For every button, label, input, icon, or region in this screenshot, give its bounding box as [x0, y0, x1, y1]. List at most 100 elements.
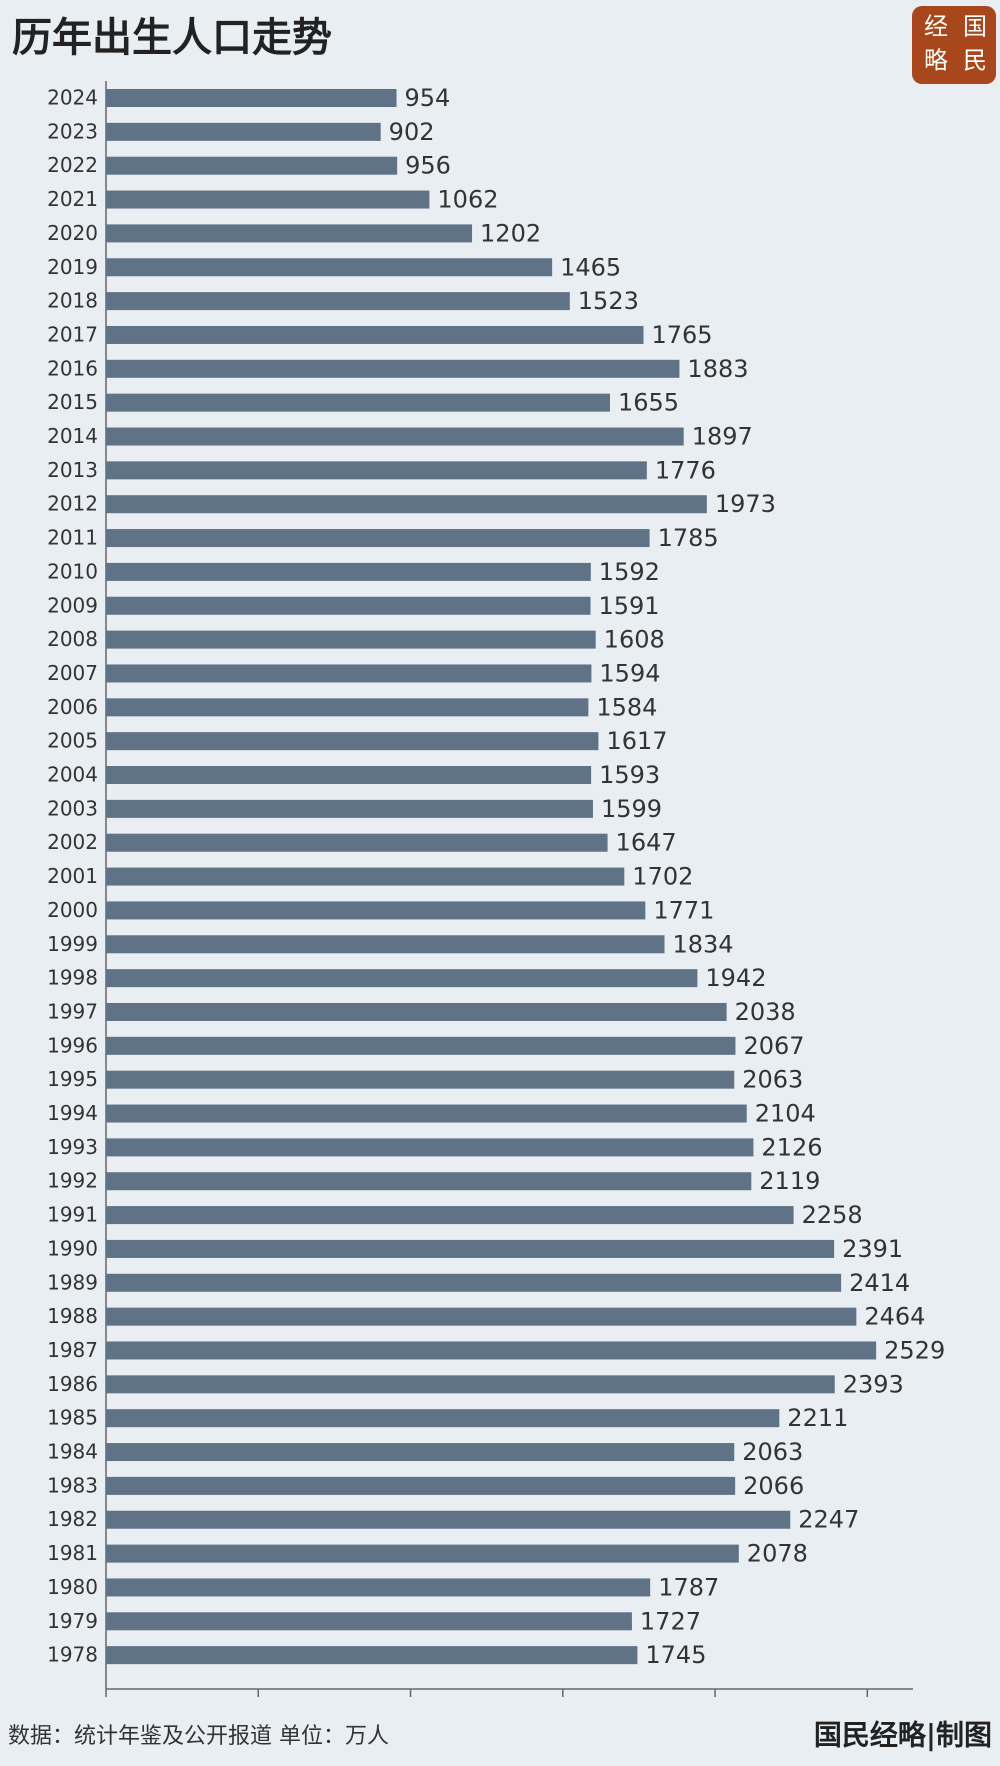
y-tick-label: 2024: [47, 86, 98, 110]
bar: [106, 359, 680, 378]
bar: [106, 867, 625, 886]
y-tick-label: 2015: [47, 390, 98, 414]
y-tick-label: 1989: [47, 1270, 98, 1294]
value-label: 956: [405, 152, 451, 180]
logo-char: 略: [924, 47, 948, 75]
y-tick-label: 1984: [47, 1440, 98, 1464]
y-tick-label: 2022: [47, 153, 98, 177]
bar: [106, 427, 684, 446]
y-tick-label: 2003: [47, 796, 98, 820]
y-tick-label: 1983: [47, 1473, 98, 1497]
value-label: 1062: [437, 186, 498, 214]
bar: [106, 1206, 794, 1225]
bar: [106, 325, 644, 344]
value-label: 1584: [596, 693, 657, 721]
bar: [106, 562, 591, 581]
y-tick-label: 2002: [47, 830, 98, 854]
value-label: 2258: [802, 1201, 863, 1229]
value-label: 2393: [843, 1370, 904, 1398]
y-tick-label: 1991: [47, 1203, 98, 1227]
bar: [106, 833, 608, 852]
y-tick-label: 1996: [47, 1033, 98, 1057]
value-label: 2247: [798, 1506, 859, 1534]
bar: [106, 1510, 791, 1529]
y-tick-label: 2007: [47, 661, 98, 685]
y-tick-label: 1986: [47, 1372, 98, 1396]
bar: [106, 393, 610, 412]
y-tick-label: 2010: [47, 559, 98, 583]
bar: [106, 698, 589, 717]
bar: [106, 799, 593, 818]
bar: [106, 1443, 735, 1462]
chart-title: 历年出生人口走势: [12, 15, 332, 61]
y-tick-label: 1979: [47, 1609, 98, 1633]
y-tick-label: 1995: [47, 1067, 98, 1091]
value-label: 1617: [606, 727, 667, 755]
value-label: 1593: [599, 761, 660, 789]
bar: [106, 190, 430, 209]
value-label: 2067: [743, 1032, 804, 1060]
bar: [106, 1138, 754, 1157]
bar: [106, 1036, 736, 1055]
value-label: 2119: [759, 1167, 820, 1195]
bar: [106, 1375, 835, 1394]
bar: [106, 969, 698, 988]
y-tick-label: 1980: [47, 1575, 98, 1599]
y-tick-label: 2004: [47, 763, 98, 787]
value-label: 954: [405, 84, 451, 112]
logo-box: [912, 6, 996, 84]
y-tick-label: 2005: [47, 729, 98, 753]
y-tick-label: 2006: [47, 695, 98, 719]
y-tick-label: 2014: [47, 424, 98, 448]
y-tick-label: 2008: [47, 627, 98, 651]
value-label: 1647: [616, 829, 677, 857]
credit: 国民经略|制图: [814, 1719, 992, 1752]
bar: [106, 1070, 735, 1089]
bar: [106, 1172, 752, 1191]
value-label: 2126: [761, 1133, 822, 1161]
value-label: 1727: [640, 1607, 701, 1635]
source-note: 数据：统计年鉴及公开报道 单位：万人: [8, 1724, 389, 1749]
bar: [106, 664, 592, 683]
value-label: 1523: [578, 287, 639, 315]
bar: [106, 935, 665, 954]
bar: [106, 292, 570, 311]
y-tick-label: 1997: [47, 999, 98, 1023]
bar: [106, 1409, 780, 1428]
value-label: 2063: [742, 1066, 803, 1094]
logo-char: 经: [924, 13, 948, 41]
value-label: 2464: [864, 1303, 925, 1331]
y-tick-label: 1990: [47, 1236, 98, 1260]
bar: [106, 596, 591, 615]
value-label: 1599: [601, 795, 662, 823]
y-tick-label: 2017: [47, 322, 98, 346]
bar: [106, 122, 381, 141]
y-tick-label: 1998: [47, 966, 98, 990]
y-tick-label: 2001: [47, 864, 98, 888]
value-label: 1776: [655, 456, 716, 484]
y-tick-label: 1985: [47, 1406, 98, 1430]
y-tick-label: 2021: [47, 187, 98, 211]
value-label: 1787: [658, 1573, 719, 1601]
value-label: 1883: [687, 355, 748, 383]
bar: [106, 1646, 638, 1665]
bar: [106, 1002, 727, 1021]
bar: [106, 630, 596, 649]
bar: [106, 258, 553, 277]
bar: [106, 901, 646, 920]
y-tick-label: 1994: [47, 1101, 98, 1125]
logo-char: 民: [963, 47, 987, 75]
value-label: 2414: [849, 1269, 910, 1297]
y-tick-label: 1999: [47, 932, 98, 956]
logo-char: 国: [963, 13, 987, 41]
value-label: 2529: [884, 1336, 945, 1364]
y-tick-label: 1981: [47, 1541, 98, 1565]
bar: [106, 1544, 739, 1563]
value-label: 902: [389, 118, 435, 146]
value-label: 2104: [755, 1100, 816, 1128]
value-label: 2391: [842, 1235, 903, 1263]
y-tick-label: 1987: [47, 1338, 98, 1362]
value-label: 1591: [599, 592, 660, 620]
